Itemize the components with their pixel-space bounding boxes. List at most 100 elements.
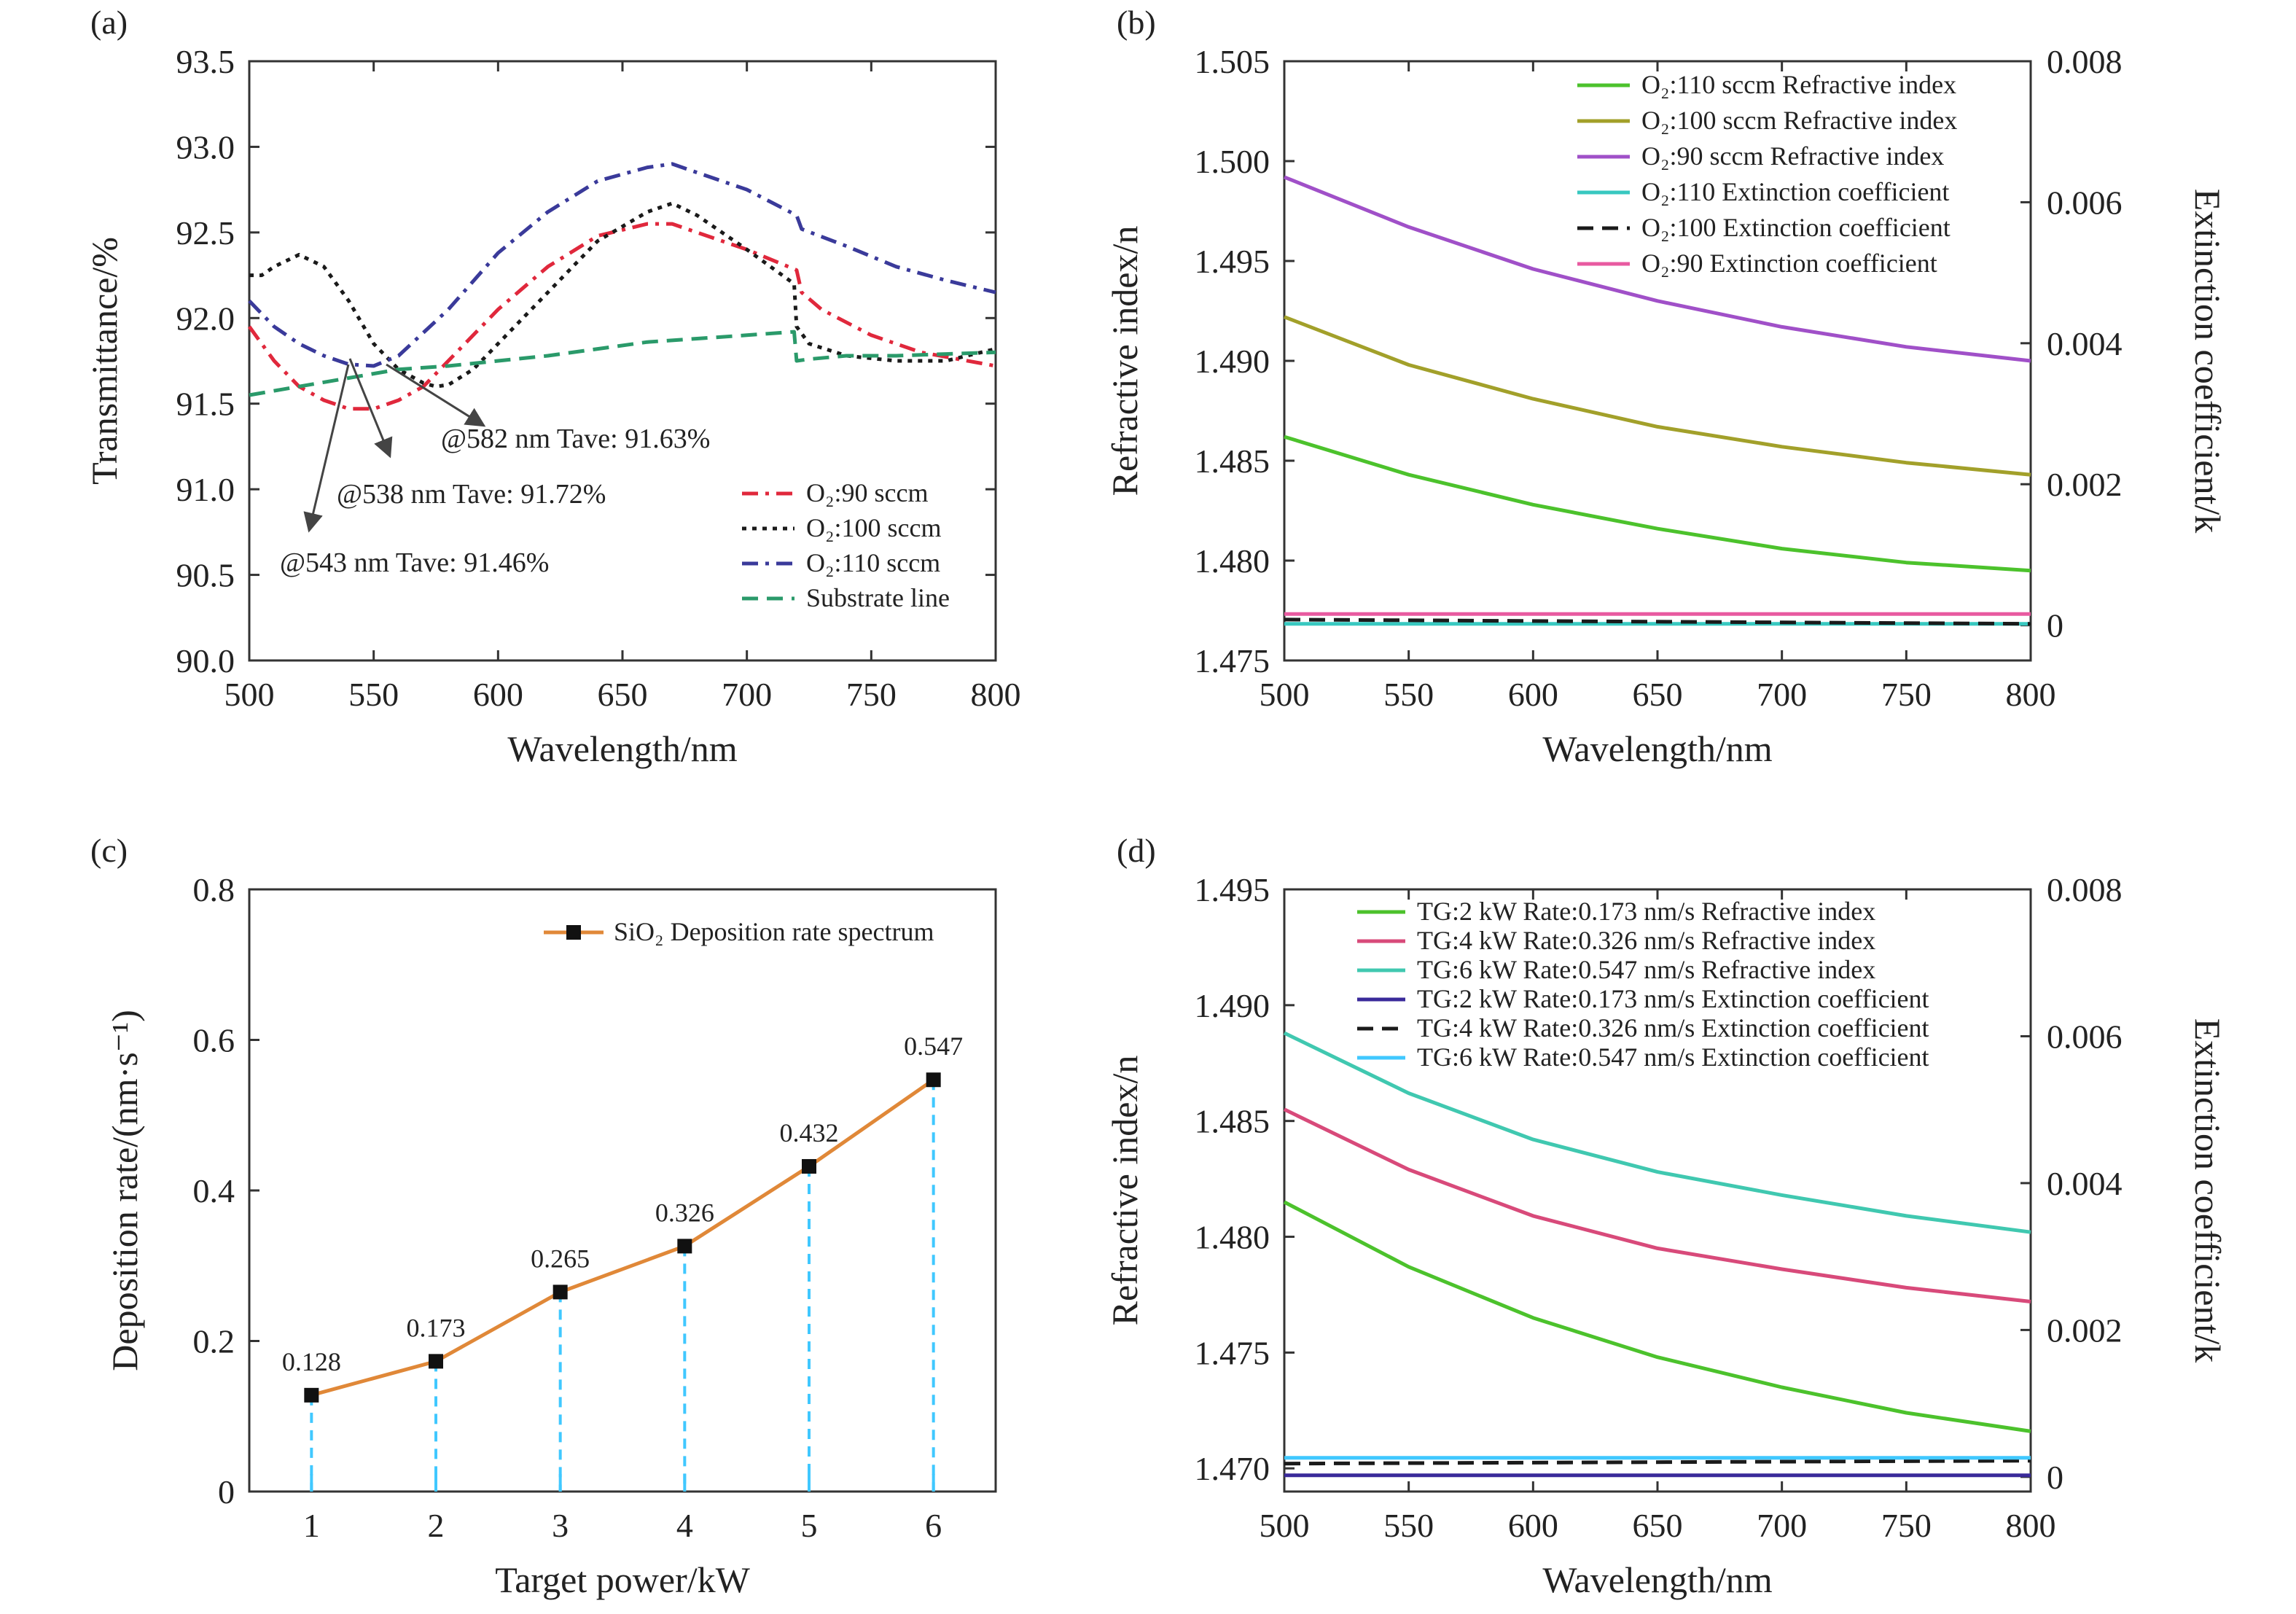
series-line [1284,1459,2031,1466]
series-line [311,1078,935,1397]
plot-frame [248,888,997,1493]
series-line [1283,1200,2031,1433]
annotation-label: @538 nm Tave: 91.72% [337,479,606,510]
legend-label: O₂:100 sccm Refractive index [1641,106,1957,135]
data-label: 0.547 [904,1032,963,1061]
series-line [1283,1107,2031,1303]
x-tick-label: 650 [598,676,648,713]
panel-label: (b) [1117,4,1156,41]
y2-tick-label: 0.002 [2047,466,2123,503]
y-tick-label: 1.480 [1195,1219,1270,1256]
y-tick-label: 1.495 [1195,871,1270,908]
x-tick-label: 6 [925,1507,942,1544]
y-tick-label: 0.8 [193,871,235,908]
y-tick-label: 1.495 [1195,243,1270,280]
y-axis-label: Refractive index/n [1104,1056,1145,1326]
y-tick-label: 1.485 [1195,1103,1270,1140]
x-tick-label: 750 [1881,676,1932,713]
data-point [677,1239,692,1254]
data-label: 0.173 [407,1313,466,1342]
y-tick-label: 91.0 [176,471,235,508]
y-tick-label: 1.490 [1195,343,1270,380]
legend-label: TG:6 kW Rate:0.547 nm/s Refractive index [1417,955,1875,984]
y2-tick-label: 0.006 [2047,1018,2123,1055]
y2-tick-label: 0.006 [2047,184,2123,221]
series-line [1283,1031,2031,1234]
x-tick-label: 600 [473,676,523,713]
y2-tick-label: 0.008 [2047,871,2123,908]
data-point [926,1072,941,1088]
series-line [1284,617,2031,626]
legend-label: O₂:100 Extinction coefficient [1641,213,1951,242]
chart-panel-c: 1 2 3 4 5 6 0 0.2 0.4 0.6 0.8 Target power/kW Deposi… [90,832,997,1600]
x-axis-label: Wavelength/nm [507,728,737,769]
legend-label: O₂:110 sccm Refractive index [1641,70,1956,99]
legend-label: SiO₂ Deposition rate spectrum [614,917,934,946]
y-tick-label: 0.4 [193,1172,235,1209]
legend-label: Substrate line [806,583,950,612]
x-tick-label: 3 [552,1507,569,1544]
panel-label: (a) [90,4,128,41]
data-point [304,1387,319,1403]
series-line [1284,315,2031,477]
panel-label: (c) [90,832,128,869]
x-tick-label: 600 [1508,1507,1558,1544]
data-point [552,1284,568,1300]
x-tick-label: 700 [1757,1507,1807,1544]
x-tick-label: 750 [846,676,897,713]
x-tick-label: 500 [1260,676,1310,713]
y-tick-label: 1.500 [1195,143,1270,180]
x-tick-label: 650 [1633,1507,1683,1544]
annotation-arrow [348,358,393,459]
chart-panel-a: 500 550 600 650 700 750 800 90.0 90.5 91.0 91.5 92.… [84,4,1021,769]
x-tick-label: 700 [722,676,772,713]
annotation-label: @543 nm Tave: 91.46% [280,547,549,578]
series-line [1284,175,2031,363]
x-tick-label: 650 [1633,676,1683,713]
x-tick-label: 800 [2006,1507,2056,1544]
legend-label: TG:2 kW Rate:0.173 nm/s Extinction coeff… [1417,984,1929,1013]
y-tick-label: 1.475 [1195,642,1270,679]
data-label: 0.265 [531,1244,590,1273]
y2-axis-label: Extinction coefficient/k [2187,1018,2228,1363]
y-tick-label: 0 [218,1473,235,1510]
x-tick-label: 500 [224,676,275,713]
series-line [1284,434,2031,573]
annotation-arrow [303,364,350,533]
x-axis-label: Target power/kW [495,1559,750,1600]
data-label: 0.326 [655,1198,714,1227]
y-tick-label: 93.0 [176,128,235,165]
x-tick-label: 600 [1508,676,1558,713]
legend-label: TG:4 kW Rate:0.326 nm/s Refractive index [1417,926,1875,955]
x-tick-label: 2 [428,1507,445,1544]
y-axis-label: Transmittance/% [84,237,125,485]
annotation-arrow [386,363,486,427]
legend-label: TG:2 kW Rate:0.173 nm/s Refractive index [1417,897,1875,926]
data-label: 0.432 [780,1118,839,1147]
y-tick-label: 91.5 [176,386,235,423]
y-axis-label: Refractive index/n [1104,226,1145,496]
legend-label: O₂:110 sccm [806,548,940,577]
chart-panel-d: 500 550 600 650 700 750 800 1.470 1.475 1.480 1.48… [1104,832,2228,1600]
y2-tick-label: 0.002 [2047,1311,2123,1349]
y-tick-label: 1.485 [1195,443,1270,480]
y2-axis-label: Extinction coefficient/k [2187,189,2228,534]
y-tick-label: 1.505 [1195,43,1270,80]
x-tick-label: 4 [676,1507,693,1544]
x-tick-label: 800 [2006,676,2056,713]
data-point [429,1354,443,1369]
x-tick-label: 5 [801,1507,818,1544]
y-tick-label: 93.5 [176,43,235,80]
y2-tick-label: 0 [2047,607,2063,644]
legend-label: TG:6 kW Rate:0.547 nm/s Extinction coeff… [1417,1042,1929,1072]
y-tick-label: 90.0 [176,642,235,679]
x-axis-label: Wavelength/nm [1542,1559,1772,1600]
legend-label: O₂:90 Extinction coefficient [1641,249,1937,278]
y-tick-label: 0.6 [193,1022,235,1059]
y-tick-label: 92.5 [176,214,235,252]
x-tick-label: 550 [1383,676,1434,713]
y2-tick-label: 0 [2047,1459,2063,1496]
x-tick-label: 700 [1757,676,1807,713]
y-tick-label: 1.480 [1195,542,1270,580]
